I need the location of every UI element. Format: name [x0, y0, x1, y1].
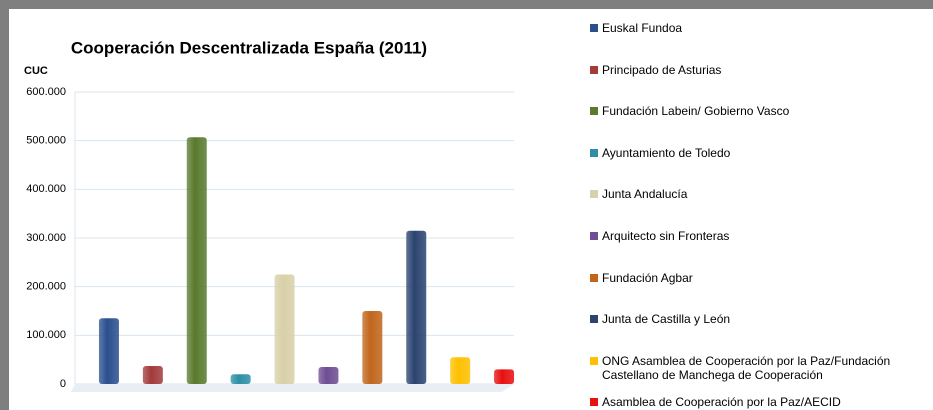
- y-tick-label: 200.000: [26, 281, 66, 293]
- legend-label: Fundación Labein/ Gobierno Vasco: [602, 104, 790, 119]
- y-tick-label: 400.000: [26, 183, 66, 195]
- legend-item: Fundación Labein/ Gobierno Vasco: [590, 104, 933, 118]
- bar: [362, 311, 383, 384]
- legend-swatch: [590, 148, 598, 157]
- legend-item: Euskal Fundoa: [590, 21, 933, 35]
- bar: [230, 374, 251, 384]
- legend-swatch: [590, 232, 598, 240]
- legend-item: ONG Asamblea de Cooperación por la Paz/F…: [590, 354, 933, 382]
- legend-swatch: [590, 65, 598, 74]
- legend-swatch: [590, 273, 598, 282]
- legend-label: Junta Andalucía: [602, 187, 688, 202]
- bar: [406, 230, 427, 384]
- bar: [450, 357, 471, 384]
- legend-label: Arquitecto sin Fronteras: [602, 229, 730, 243]
- legend-item: Junta de Castilla y León: [590, 312, 933, 326]
- legend-label: Junta de Castilla y León: [602, 312, 731, 327]
- legend-item: Asamblea de Cooperación por la Paz/AECID: [590, 395, 933, 409]
- legend-item: Junta Andalucía: [590, 187, 933, 201]
- floor: [71, 384, 514, 392]
- legend-item: Ayuntamiento de Toledo: [590, 146, 933, 160]
- bar: [98, 318, 119, 384]
- legend-label: Ayuntamiento de Toledo: [602, 145, 731, 160]
- legend-label: ONG Asamblea de Cooperación por la Paz/F…: [602, 353, 891, 382]
- y-tick-label: 500.000: [26, 135, 66, 147]
- bar: [142, 365, 163, 384]
- legend-swatch: [590, 398, 598, 407]
- bar: [494, 369, 515, 384]
- legend-swatch: [590, 356, 598, 365]
- y-tick-label: 300.000: [26, 232, 66, 244]
- y-tick-label: 0: [60, 378, 66, 390]
- legend-swatch: [590, 24, 598, 32]
- y-tick-label: 100.000: [26, 329, 66, 341]
- legend-label: Fundación Agbar: [602, 270, 693, 285]
- legend-swatch: [590, 190, 598, 199]
- legend-label: Principado de Asturias: [602, 62, 722, 77]
- chart: Cooperación Descentralizada España (2011…: [24, 38, 515, 392]
- y-tick-label: 600.000: [26, 86, 66, 98]
- bar: [318, 366, 339, 384]
- chart-title: Cooperación Descentralizada España (2011…: [71, 38, 427, 57]
- legend-item: Principado de Asturias: [590, 63, 933, 77]
- bar: [186, 137, 207, 384]
- legend-item: Arquitecto sin Fronteras: [590, 229, 933, 243]
- legend-label: Asamblea de Cooperación por la Paz/AECID: [602, 395, 841, 410]
- legend-swatch: [590, 315, 598, 324]
- legend-swatch: [590, 107, 598, 116]
- bar: [274, 274, 295, 384]
- chart-panel: Cooperación Descentralizada España (2011…: [9, 9, 933, 410]
- legend-label: Euskal Fundoa: [602, 21, 683, 35]
- legend-item: Fundación Agbar: [590, 271, 933, 285]
- y-axis-label: CUC: [24, 65, 48, 77]
